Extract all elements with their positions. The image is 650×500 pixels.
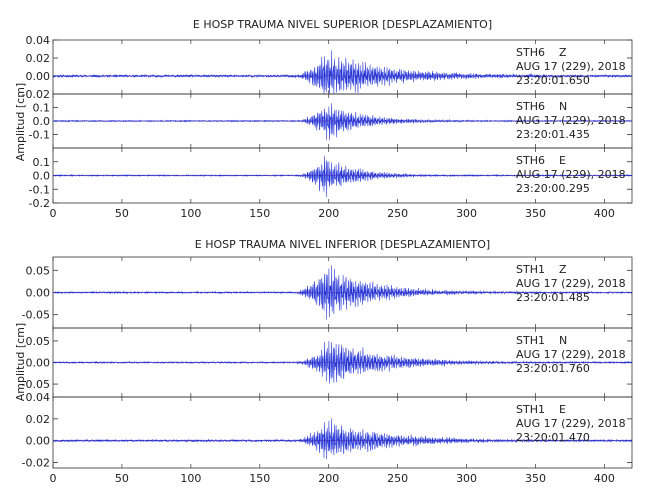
date-label: AUG 17 (229), 2018 [516,168,626,181]
y-tick-label: 0.1 [33,102,51,115]
x-tick-label: 300 [456,207,477,220]
y-axis-label: Amplitud [cm] [14,323,27,401]
y-axis-label: Amplitud [cm] [14,83,27,161]
chart-group-1: E HOSP TRAUMA NIVEL SUPERIOR [DESPLAZAMI… [14,18,633,220]
x-tick-label: 150 [249,472,270,485]
component-name: E [559,154,566,167]
component-name: Z [559,46,567,59]
time-label: 23:20:00.295 [516,182,590,195]
x-tick-label: 400 [594,207,615,220]
y-tick-label: 0.00 [26,435,51,448]
x-tick-label: 350 [525,472,546,485]
y-tick-label: -0.02 [22,457,50,470]
date-label: AUG 17 (229), 2018 [516,277,626,290]
panel-frame [52,396,633,469]
y-tick-label: -0.05 [22,378,50,391]
chart-title: E HOSP TRAUMA NIVEL INFERIOR [DESPLAZAMI… [195,238,490,251]
station-name: STH6 [516,46,545,59]
component-name: E [559,403,566,416]
x-tick-label: 0 [50,207,57,220]
x-tick-label: 200 [318,207,339,220]
station-label: STH1 N [516,334,567,347]
x-tick-label: 300 [456,472,477,485]
station-name: STH1 [516,334,545,347]
date-label: AUG 17 (229), 2018 [516,114,626,127]
y-tick-label: 0.05 [26,264,51,277]
date-label: AUG 17 (229), 2018 [516,60,626,73]
station-label: STH1 Z [516,263,567,276]
y-tick-label: -0.05 [22,309,50,322]
y-tick-label: 0.04 [26,391,51,404]
station-label: STH6 N [516,100,567,113]
x-tick-label: 150 [249,207,270,220]
x-tick-label: 100 [180,207,201,220]
y-tick-label: 0.00 [26,70,51,83]
x-tick-label: 50 [115,207,129,220]
date-label: AUG 17 (229), 2018 [516,348,626,361]
y-tick-label: 0.1 [33,156,51,169]
time-label: 23:20:01.650 [516,74,590,87]
time-label: 23:20:01.760 [516,362,590,375]
station-name: STH6 [516,100,545,113]
y-tick-label: -0.1 [29,183,50,196]
x-tick-label: 250 [387,472,408,485]
y-tick-label: -0.2 [29,197,50,210]
waveform-line [52,265,633,320]
x-tick-label: 50 [115,472,129,485]
x-tick-label: 200 [318,472,339,485]
y-tick-label: 0.02 [26,413,51,426]
x-tick-label: 350 [525,207,546,220]
station-label: STH6 Z [516,46,567,59]
waveform-line [52,418,632,460]
y-tick-label: 0.0 [33,115,51,128]
y-tick-label: 0.02 [26,52,51,65]
y-tick-label: -0.1 [29,129,50,142]
x-tick-label: 0 [50,472,57,485]
y-tick-label: 0.00 [26,287,51,300]
station-label: STH6 E [516,154,566,167]
time-label: 23:20:01.435 [516,128,590,141]
station-name: STH1 [516,403,545,416]
y-tick-label: 0.04 [26,34,51,47]
station-name: STH6 [516,154,545,167]
component-name: Z [559,263,567,276]
waveform-line [52,103,633,141]
y-tick-label: 0.00 [26,357,51,370]
y-tick-label: 0.0 [33,170,51,183]
waveform-line [52,340,633,384]
time-label: 23:20:01.470 [516,431,590,444]
waveform-line [52,155,633,198]
component-name: N [559,100,567,113]
station-label: STH1 E [516,403,566,416]
x-tick-label: 250 [387,207,408,220]
x-tick-label: 400 [594,472,615,485]
time-label: 23:20:01.485 [516,291,590,304]
y-tick-label: 0.05 [26,335,51,348]
date-label: AUG 17 (229), 2018 [516,417,626,430]
station-name: STH1 [516,263,545,276]
x-tick-label: 100 [180,472,201,485]
chart-group-2: E HOSP TRAUMA NIVEL INFERIOR [DESPLAZAMI… [14,238,633,485]
chart-title: E HOSP TRAUMA NIVEL SUPERIOR [DESPLAZAMI… [193,18,492,31]
component-name: N [559,334,567,347]
y-tick-label: -0.02 [22,88,50,101]
waveform-line [52,50,633,94]
